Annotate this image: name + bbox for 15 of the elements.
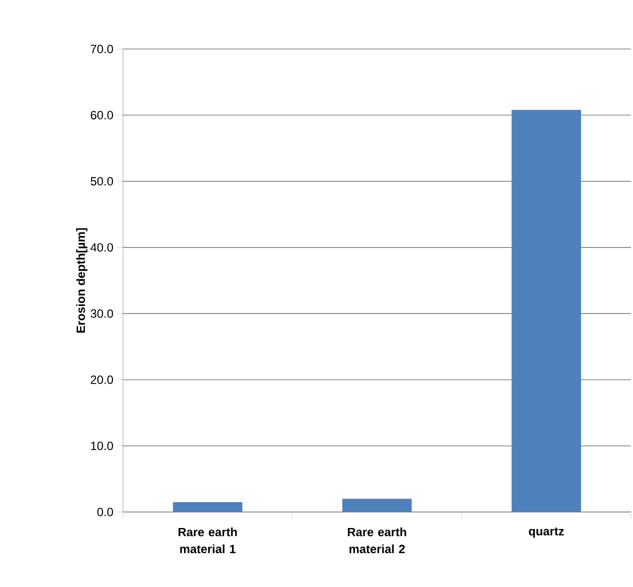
y-tick-label: 20.0 (90, 375, 114, 384)
bar (512, 110, 582, 512)
bar (172, 502, 242, 512)
x-tick-label: Rare earth material 1 (178, 528, 237, 554)
y-tick-label: 50.0 (90, 177, 114, 186)
x-tick-label: Rare earth material 2 (348, 528, 406, 554)
x-tick-label: quartz (528, 528, 564, 538)
y-tick-label: 40.0 (90, 243, 114, 252)
y-tick-label: 10.0 (91, 442, 114, 450)
y-tick-label: 70.0 (90, 44, 114, 54)
bar (342, 498, 412, 512)
y-tick-label: 30.0 (90, 309, 114, 318)
y-tick-label: 60.0 (90, 110, 114, 120)
y-axis-title: Erosion depth[µm] (76, 228, 88, 333)
y-tick-label: 0.0 (97, 508, 114, 516)
